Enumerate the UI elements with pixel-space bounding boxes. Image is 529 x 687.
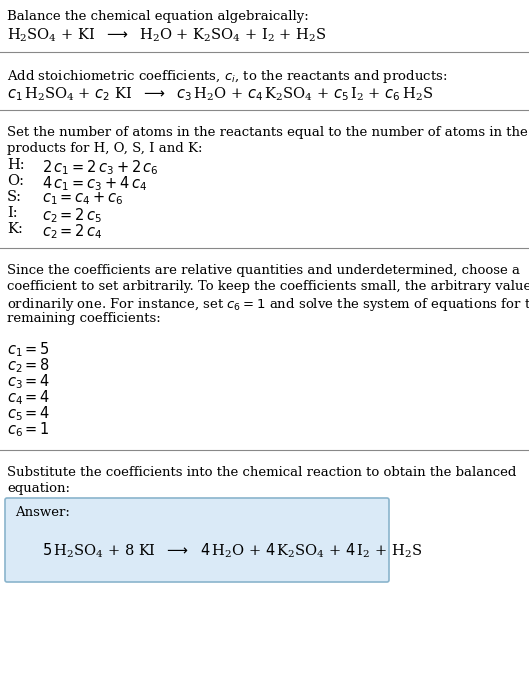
Text: Answer:: Answer: <box>15 506 70 519</box>
Text: $c_1 = c_4 + c_6$: $c_1 = c_4 + c_6$ <box>42 190 124 207</box>
Text: $c_1\,\mathregular{H_2SO_4}$ + $c_2$ KI  $\longrightarrow$  $c_3\,\mathregular{H: $c_1\,\mathregular{H_2SO_4}$ + $c_2$ KI … <box>7 85 433 102</box>
Text: Add stoichiometric coefficients, $c_i$, to the reactants and products:: Add stoichiometric coefficients, $c_i$, … <box>7 68 448 85</box>
Text: $\mathregular{H_2SO_4}$ + KI  $\longrightarrow$  $\mathregular{H_2O}$ + $\mathre: $\mathregular{H_2SO_4}$ + KI $\longright… <box>7 27 326 45</box>
Text: remaining coefficients:: remaining coefficients: <box>7 312 161 325</box>
Text: O:: O: <box>7 174 24 188</box>
Text: Substitute the coefficients into the chemical reaction to obtain the balanced: Substitute the coefficients into the che… <box>7 466 516 479</box>
Text: coefficient to set arbitrarily. To keep the coefficients small, the arbitrary va: coefficient to set arbitrarily. To keep … <box>7 280 529 293</box>
Text: $c_3 = 4$: $c_3 = 4$ <box>7 372 50 391</box>
Text: $c_1 = 5$: $c_1 = 5$ <box>7 340 50 359</box>
Text: Since the coefficients are relative quantities and underdetermined, choose a: Since the coefficients are relative quan… <box>7 264 520 277</box>
Text: K:: K: <box>7 222 23 236</box>
Text: ordinarily one. For instance, set $c_6 = 1$ and solve the system of equations fo: ordinarily one. For instance, set $c_6 =… <box>7 296 529 313</box>
Text: $c_5 = 4$: $c_5 = 4$ <box>7 404 50 423</box>
Text: $c_4 = 4$: $c_4 = 4$ <box>7 388 50 407</box>
Text: products for H, O, S, I and K:: products for H, O, S, I and K: <box>7 142 203 155</box>
Text: S:: S: <box>7 190 22 204</box>
Text: $c_2 = 2\,c_5$: $c_2 = 2\,c_5$ <box>42 206 102 225</box>
Text: Balance the chemical equation algebraically:: Balance the chemical equation algebraica… <box>7 10 309 23</box>
FancyBboxPatch shape <box>5 498 389 582</box>
Text: Set the number of atoms in the reactants equal to the number of atoms in the: Set the number of atoms in the reactants… <box>7 126 528 139</box>
Text: $c_2 = 8$: $c_2 = 8$ <box>7 356 50 374</box>
Text: $2\,c_1 = 2\,c_3 + 2\,c_6$: $2\,c_1 = 2\,c_3 + 2\,c_6$ <box>42 158 159 177</box>
Text: $5\,\mathregular{H_2SO_4}$ + 8 KI  $\longrightarrow$  $4\,\mathregular{H_2O}$ + : $5\,\mathregular{H_2SO_4}$ + 8 KI $\long… <box>42 542 422 561</box>
Text: H:: H: <box>7 158 25 172</box>
Text: $c_6 = 1$: $c_6 = 1$ <box>7 420 50 439</box>
Text: $4\,c_1 = c_3 + 4\,c_4$: $4\,c_1 = c_3 + 4\,c_4$ <box>42 174 147 192</box>
Text: $c_2 = 2\,c_4$: $c_2 = 2\,c_4$ <box>42 222 103 240</box>
Text: I:: I: <box>7 206 17 220</box>
Text: equation:: equation: <box>7 482 70 495</box>
